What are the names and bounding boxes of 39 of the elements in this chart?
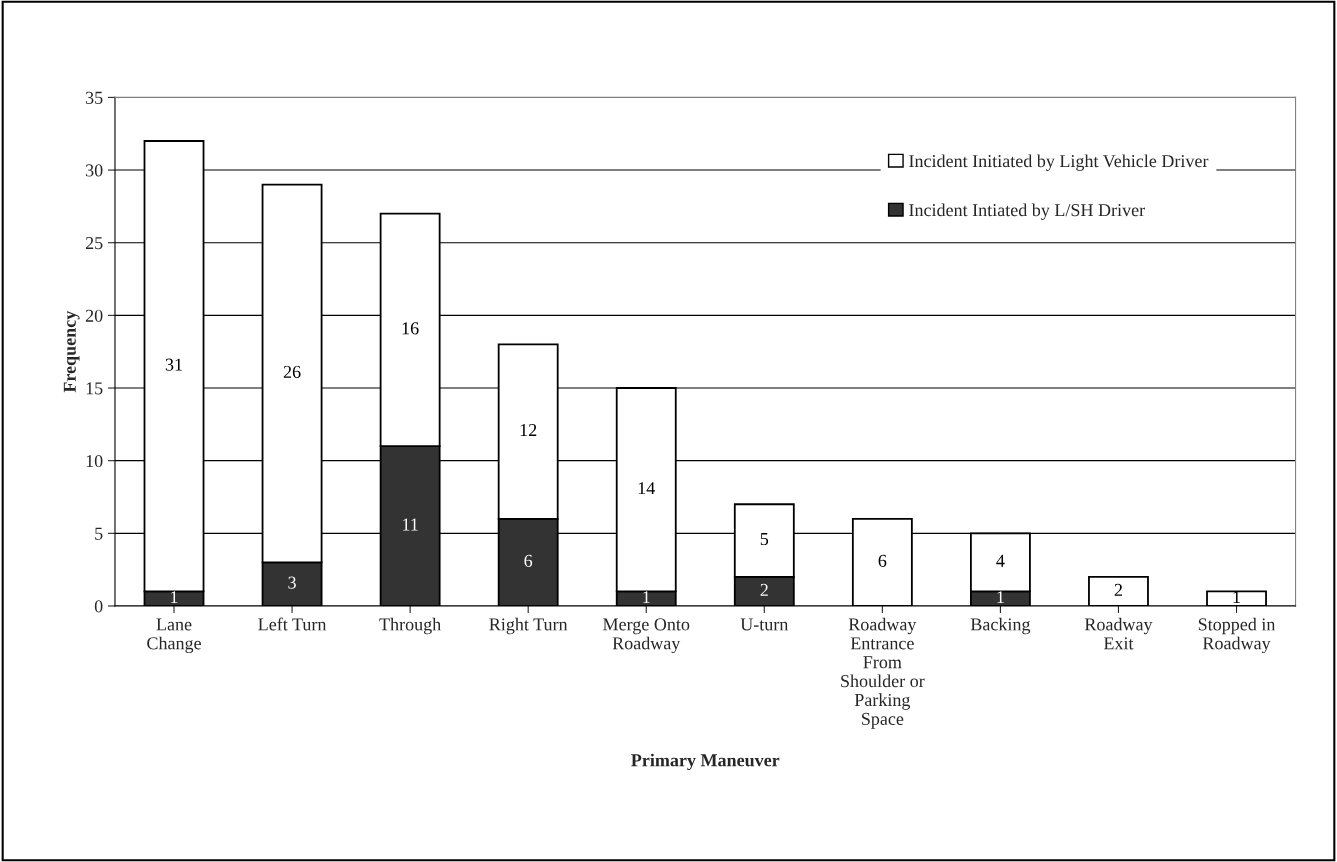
x-tick-label: Roadway Exit [1084,617,1153,650]
data-label: 26 [283,365,301,379]
y-tick-label: 35 [85,91,103,104]
y-axis-title: Frequency [63,310,80,393]
x-tick-label: Backing [970,617,1031,635]
data-label: 4 [996,554,1005,567]
x-tick-label: Stopped in Roadway [1198,617,1276,654]
data-label: 1 [643,591,650,604]
y-tick-label: 0 [94,600,103,613]
x-axis-title: Primary Maneuver [631,753,780,771]
y-tick-label: 15 [86,382,103,395]
y-tick-label: 10 [86,454,103,468]
data-label: 16 [402,322,419,335]
data-label: 6 [524,554,533,567]
data-label: 1 [1233,591,1240,604]
data-label: 5 [760,533,769,546]
x-tick-label: Merge Onto Roadway [603,618,690,654]
x-tick-label: Right Turn [489,617,568,635]
data-label: 31 [165,358,182,371]
data-label: 2 [1114,583,1122,596]
data-label: 3 [288,576,296,589]
legend-label: Incident Intiated by L/SH Driver [909,203,1145,220]
x-tick-label: Through [379,617,441,635]
data-label: 1 [171,591,178,604]
y-tick-label: 25 [85,237,103,250]
y-tick-label: 20 [85,309,103,322]
data-label: 11 [403,518,418,531]
x-tick-label: Roadway Entrance From Shoulder or Parking Space [841,617,925,729]
x-tick-label: U-turn [740,618,789,631]
x-tick-label: Left Turn [258,617,327,631]
x-tick-label: Lane Change [147,618,201,654]
data-label: 14 [638,482,655,495]
legend-label: Incident Initiated by Light Vehicle Driver [909,154,1209,171]
data-label: 2 [760,583,768,596]
data-label: 6 [878,554,887,567]
y-tick-label: 30 [85,164,103,177]
data-label: 1 [997,591,1004,604]
y-tick-label: 5 [95,527,103,540]
data-label: 12 [520,424,537,436]
